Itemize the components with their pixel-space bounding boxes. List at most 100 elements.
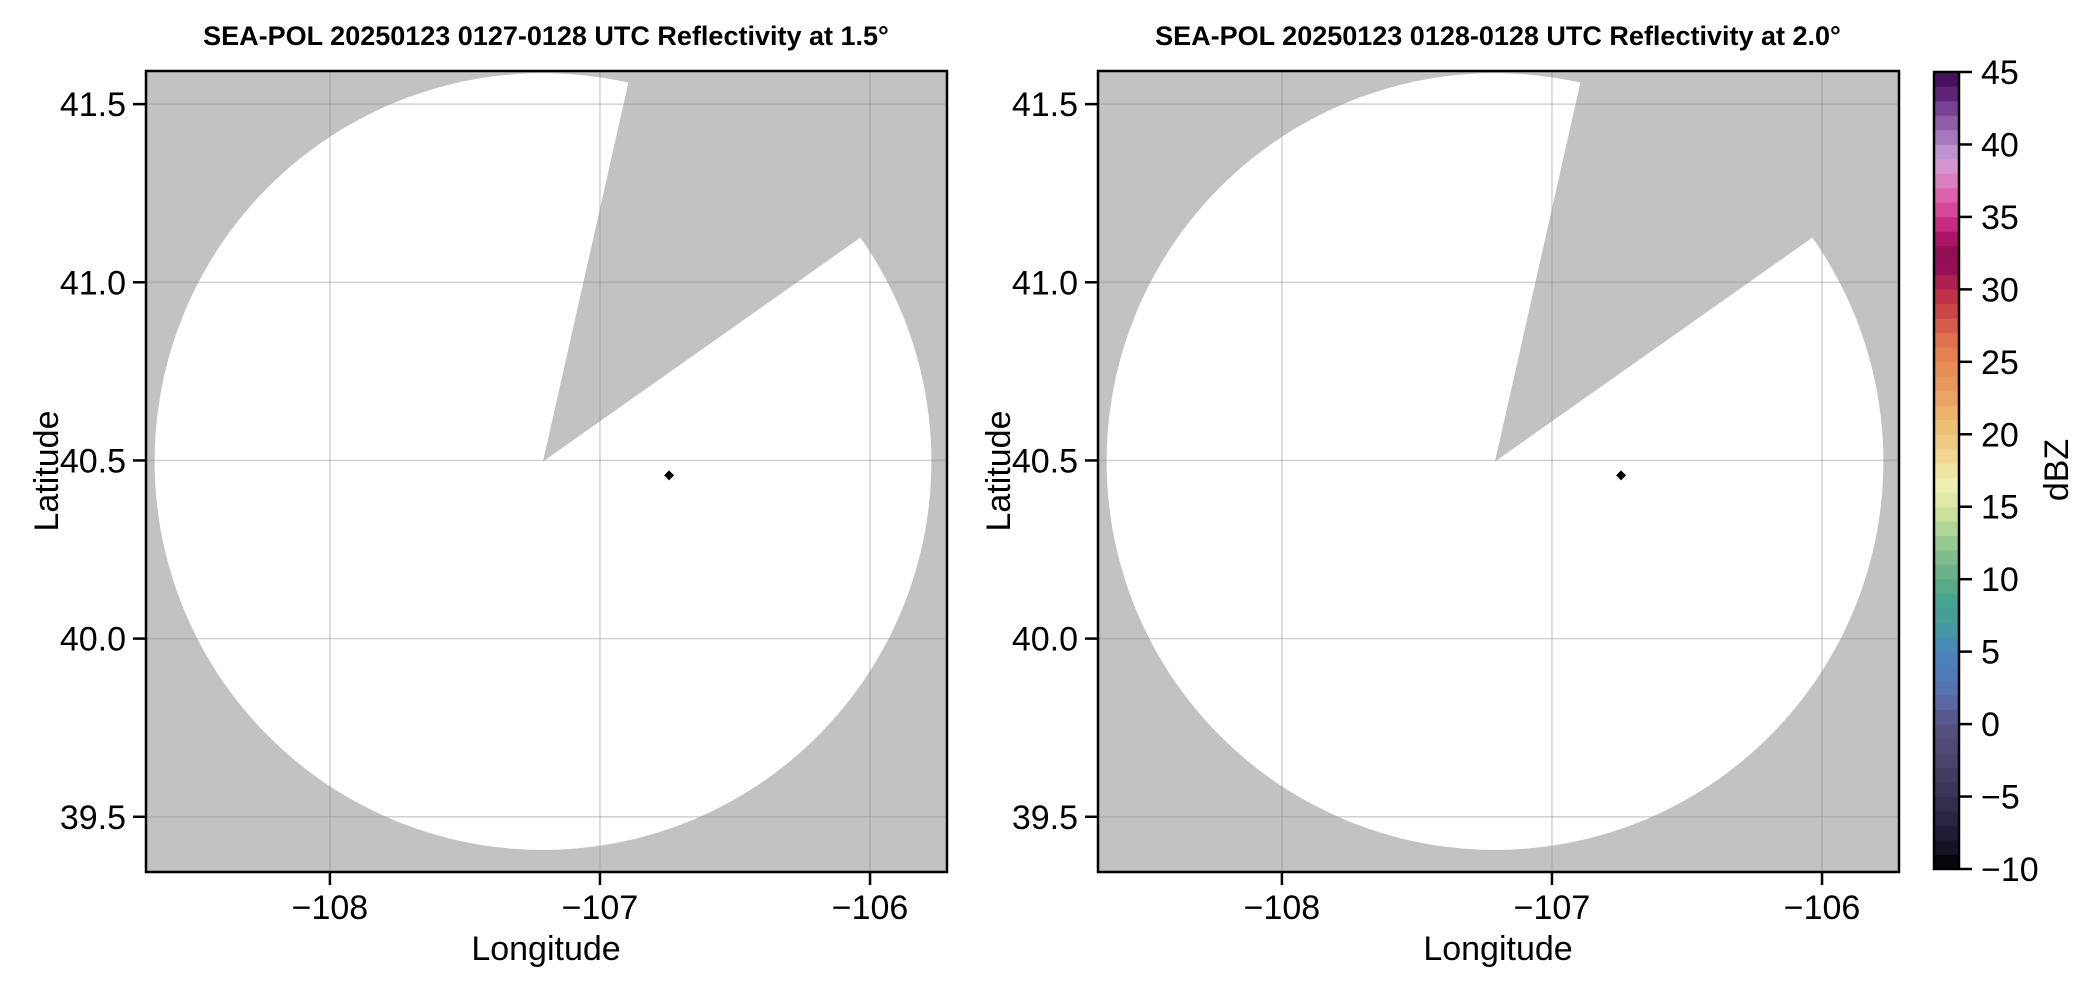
radar-coverage-area — [1106, 73, 1884, 850]
y-tick-label: 41.5 — [1012, 86, 1078, 124]
colorbar-tick-label: 40 — [1981, 126, 2019, 164]
colorbar-band — [1934, 303, 1959, 319]
colorbar-tick-label: 5 — [1981, 634, 2000, 672]
colorbar-band — [1934, 810, 1959, 826]
x-tick-label: −107 — [1514, 889, 1591, 927]
colorbar-band — [1934, 289, 1959, 305]
colorbar-band — [1934, 404, 1959, 421]
y-tick-label: 40.5 — [1012, 442, 1078, 480]
colorbar-band — [1934, 115, 1959, 131]
colorbar-band — [1934, 129, 1959, 145]
colorbar-band — [1934, 260, 1959, 276]
colorbar-band — [1934, 173, 1959, 189]
colorbar-band — [1934, 376, 1959, 392]
colorbar-band — [1934, 477, 1959, 493]
y-tick-label: 41.0 — [1012, 264, 1078, 302]
panel-left-title: SEA-POL 20250123 0127-0128 UTC Reflectiv… — [203, 21, 889, 51]
colorbar-label: dBZ — [2038, 439, 2076, 501]
colorbar-tick-label: 30 — [1981, 271, 2019, 309]
colorbar-band — [1934, 361, 1959, 377]
colorbar-band — [1934, 419, 1959, 435]
colorbar-band — [1934, 347, 1959, 363]
colorbar-band — [1934, 622, 1959, 638]
colorbar-outline — [1932, 70, 1961, 871]
y-tick-label: 40.0 — [1012, 621, 1078, 659]
colorbar-band — [1934, 506, 1959, 522]
colorbar-band — [1934, 491, 1959, 508]
echo-point — [1616, 470, 1627, 481]
colorbar-band — [1934, 274, 1959, 290]
colorbar-band — [1934, 723, 1959, 739]
colorbar-tick-label: −10 — [1981, 851, 2039, 889]
panel-left-y-axis-label: Latitude — [28, 411, 66, 532]
x-tick-label: −108 — [292, 889, 369, 927]
x-tick-label: −107 — [562, 889, 639, 927]
colorbar-band — [1934, 390, 1959, 406]
y-tick-label: 39.5 — [60, 799, 126, 837]
colorbar-band — [1934, 231, 1959, 247]
colorbar-band — [1934, 636, 1959, 652]
colorbar-band — [1934, 564, 1959, 580]
axes-spine — [1096, 69, 1901, 874]
colorbar-band — [1934, 825, 1959, 841]
colorbar: 45 40 35 30 25 20 15 10 5 0 −5 −10 dBZ — [1932, 54, 2076, 889]
colorbar-band — [1934, 202, 1959, 218]
colorbar-band — [1934, 187, 1959, 203]
colorbar-tick-label: −5 — [1981, 779, 2020, 817]
colorbar-band — [1934, 767, 1959, 783]
colorbar-band — [1934, 839, 1959, 855]
x-tick-label: −106 — [832, 889, 909, 927]
colorbar-band — [1934, 216, 1959, 232]
colorbar-band — [1934, 144, 1959, 160]
colorbar-band — [1934, 71, 1959, 87]
x-tick-label: −108 — [1244, 889, 1321, 927]
panel-left-plot-area: −108 −107 −106 41.5 41.0 40.5 40.0 39.5 — [60, 69, 949, 927]
y-tick-label: 40.0 — [60, 621, 126, 659]
radar-coverage-area — [154, 73, 932, 850]
panel-left: SEA-POL 20250123 0127-0128 UTC Reflectiv… — [28, 21, 949, 968]
axes-spine — [144, 69, 949, 874]
colorbar-band — [1934, 738, 1959, 754]
colorbar-band — [1934, 781, 1959, 797]
panel-right-plot-area: −108 −107 −106 41.5 41.0 40.5 40.0 39.5 — [1012, 69, 1901, 927]
colorbar-band — [1934, 665, 1959, 681]
colorbar-band — [1934, 448, 1959, 464]
colorbar-band — [1934, 100, 1959, 116]
colorbar-band — [1934, 593, 1959, 609]
colorbar-tick-label: 10 — [1981, 561, 2019, 599]
colorbar-band — [1934, 651, 1959, 667]
colorbar-band — [1934, 158, 1959, 174]
colorbar-band — [1934, 520, 1959, 537]
colorbar-tick-label: 35 — [1981, 199, 2019, 237]
panel-right: SEA-POL 20250123 0128-0128 UTC Reflectiv… — [980, 21, 1901, 968]
y-tick-label: 41.5 — [60, 86, 126, 124]
panel-right-title: SEA-POL 20250123 0128-0128 UTC Reflectiv… — [1155, 21, 1841, 51]
y-tick-label: 41.0 — [60, 264, 126, 302]
colorbar-band — [1934, 854, 1959, 870]
colorbar-band — [1934, 535, 1959, 551]
colorbar-tick-label: 15 — [1981, 489, 2019, 527]
colorbar-band — [1934, 318, 1959, 334]
colorbar-band — [1934, 462, 1959, 479]
colorbar-band — [1934, 680, 1959, 696]
panel-right-y-axis-label: Latitude — [980, 411, 1018, 532]
colorbar-tick-label: 20 — [1981, 416, 2019, 454]
panel-right-x-axis-label: Longitude — [1423, 930, 1572, 968]
colorbar-band — [1934, 332, 1959, 348]
colorbar-tick-label: 45 — [1981, 54, 2019, 92]
colorbar-tick-label: 25 — [1981, 344, 2019, 382]
colorbar-band — [1934, 86, 1959, 102]
colorbar-tick-label: 0 — [1981, 706, 2000, 744]
colorbar-band — [1934, 607, 1959, 623]
y-tick-label: 39.5 — [1012, 799, 1078, 837]
colorbar-band — [1934, 752, 1959, 768]
colorbar-band — [1934, 433, 1959, 450]
colorbar-band — [1934, 578, 1959, 594]
colorbar-body: 45 40 35 30 25 20 15 10 5 0 −5 −10 — [1932, 54, 2039, 889]
colorbar-band — [1934, 245, 1959, 261]
y-tick-label: 40.5 — [60, 442, 126, 480]
colorbar-band — [1934, 796, 1959, 812]
colorbar-band — [1934, 694, 1959, 710]
